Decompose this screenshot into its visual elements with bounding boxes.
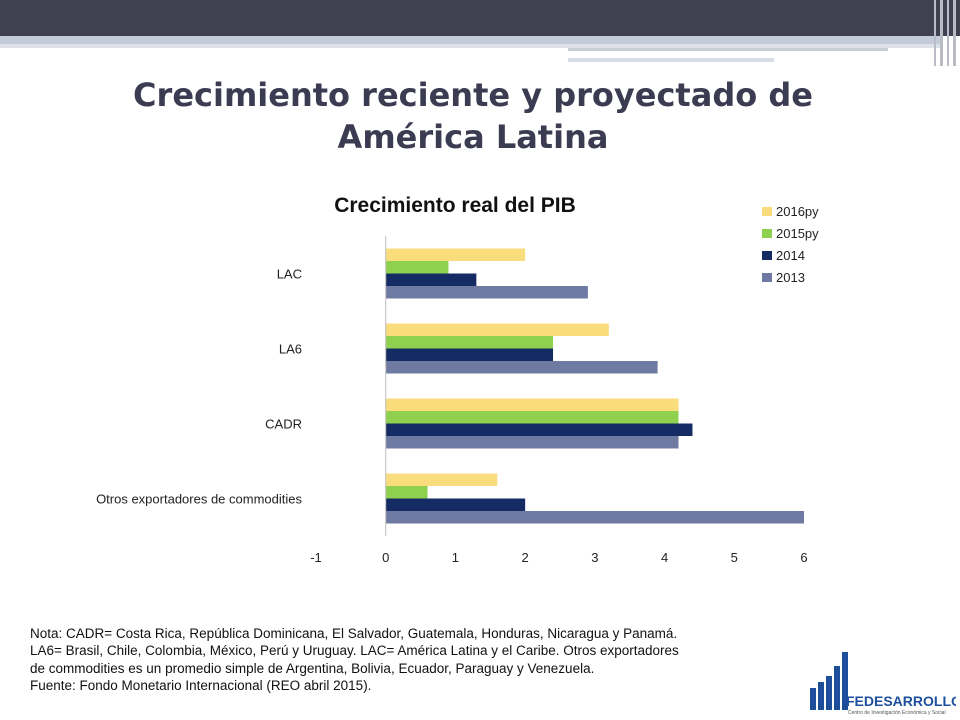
header-accent-line (568, 48, 888, 51)
bar-2016py-otros-exportadores-de-commodities (385, 473, 498, 486)
legend-swatch-2016py (762, 207, 772, 216)
bar-2015py-cadr (385, 411, 679, 424)
legend-label: 2014 (776, 248, 805, 263)
legend-label: 2015py (776, 226, 819, 241)
category-label: LAC (277, 267, 302, 282)
header-stripe (947, 0, 949, 66)
header-stripe (934, 0, 936, 66)
x-tick-label: 2 (522, 550, 529, 565)
bar-2016py-cadr (385, 398, 679, 411)
footnote-line: de commodities es un promedio simple de … (30, 660, 595, 676)
legend-label: 2016py (776, 204, 819, 219)
footnote-line: LA6= Brasil, Chile, Colombia, México, Pe… (30, 643, 679, 659)
bar-2014-la6 (385, 348, 554, 361)
gdp-growth-chart: Crecimiento real del PIB LAC LA6 CADR Otros … (96, 194, 819, 565)
header-band-light (0, 44, 940, 48)
bar-2013-otros-exportadores-de-commodities (385, 511, 804, 524)
slide-title: Crecimiento reciente y proyectado de Amé… (0, 74, 946, 158)
x-tick-label: -1 (310, 550, 322, 565)
header-bar (0, 0, 960, 36)
footnote: Nota: CADR= Costa Rica, República Domini… (30, 625, 810, 694)
chart-title: Crecimiento real del PIB (334, 194, 576, 217)
footnote-line: Fuente: Fondo Monetario Internacional (R… (30, 677, 372, 693)
x-tick-label: 4 (661, 550, 668, 565)
category-label: LA6 (279, 342, 302, 357)
bar-2014-otros-exportadores-de-commodities (385, 498, 526, 511)
legend-swatch-2013 (762, 273, 772, 282)
bar-2015py-la6 (385, 336, 554, 349)
x-tick-label: 3 (591, 550, 598, 565)
legend-swatch-2014 (762, 251, 772, 260)
logo-wordmark: FEDESARROLLO (846, 693, 956, 709)
bar-2015py-otros-exportadores-de-commodities (385, 486, 428, 499)
x-tick-label: 1 (452, 550, 459, 565)
logo-bar (842, 652, 848, 710)
category-label: Otros exportadores de commodities (96, 492, 302, 507)
legend-label: 2013 (776, 270, 805, 285)
slide-title-line: Crecimiento reciente y proyectado de (133, 76, 813, 114)
legend-swatch-2015py (762, 229, 772, 238)
bar-2015py-lac (385, 261, 449, 274)
logo-tagline: Centro de Investigación Económica y Soci… (848, 710, 946, 716)
logo-bar (834, 666, 840, 710)
bar-2016py-lac (385, 248, 526, 261)
header-stripe (953, 0, 956, 66)
bar-2013-cadr (385, 436, 679, 449)
logo-bar (810, 688, 816, 710)
x-tick-label: 0 (382, 550, 389, 565)
bar-2013-lac (385, 286, 588, 299)
footnote-line: Nota: CADR= Costa Rica, República Domini… (30, 626, 678, 641)
bar-2016py-la6 (385, 323, 609, 336)
header-accent-line (568, 58, 774, 62)
bar-2014-cadr (385, 423, 693, 436)
header-stripe (940, 0, 943, 66)
fedesarrollo-logo: FEDESARROLLO Centro de Investigación Eco… (810, 652, 956, 716)
x-tick-label: 6 (800, 550, 807, 565)
bar-2014-lac (385, 273, 477, 286)
slide-title-line: América Latina (337, 118, 609, 156)
header-band (0, 36, 940, 44)
x-tick-label: 5 (731, 550, 738, 565)
logo-bar (826, 676, 832, 710)
category-label: CADR (265, 417, 302, 432)
bar-2013-la6 (385, 361, 658, 374)
logo-bar (818, 682, 824, 710)
